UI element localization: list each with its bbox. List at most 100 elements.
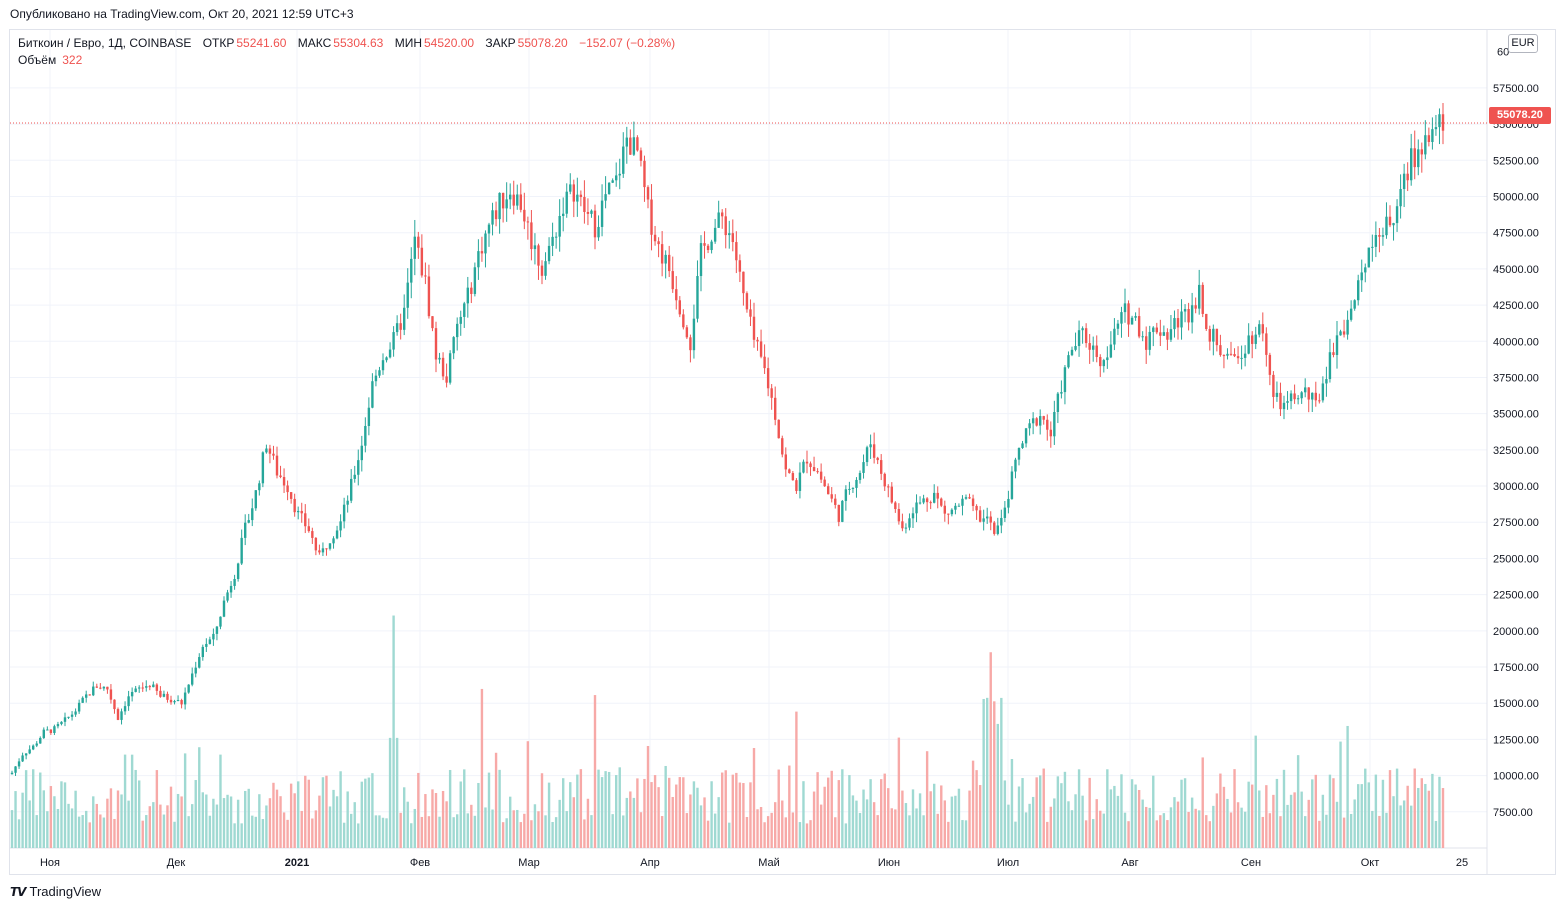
candle-body <box>205 643 208 647</box>
candle-body <box>954 505 957 510</box>
price-tick-label: 20000.00 <box>1493 626 1539 638</box>
volume-bar <box>1296 755 1300 848</box>
volume-bar <box>1342 817 1346 848</box>
volume-bar <box>1417 787 1420 848</box>
volume-bar <box>918 793 922 848</box>
candle-body <box>307 526 310 532</box>
candle-body <box>565 191 568 214</box>
volume-bar <box>28 800 31 848</box>
candle-body <box>1166 332 1169 340</box>
volume-bar <box>1392 796 1395 848</box>
volume-bar <box>346 791 349 848</box>
volume-bar <box>993 701 996 848</box>
candle-body <box>258 483 261 491</box>
volume-bar <box>1240 807 1243 848</box>
candle-body <box>848 488 851 490</box>
candle-body <box>795 480 798 491</box>
candle-body <box>971 498 975 506</box>
volume-bar <box>240 823 243 848</box>
candle-body <box>1226 353 1229 356</box>
candle-body <box>703 243 706 246</box>
candle-body <box>883 473 886 487</box>
candle-body <box>1183 309 1187 312</box>
volume-bar <box>887 788 890 848</box>
candle-body <box>81 697 84 703</box>
volume-bar <box>703 797 706 848</box>
price-tick-label: 7500.00 <box>1493 807 1533 819</box>
candle-body <box>784 454 787 470</box>
volume-bar <box>1222 786 1226 848</box>
volume-bar <box>431 789 434 848</box>
volume-bar <box>742 783 745 848</box>
volume-bar <box>297 781 300 848</box>
candle-body <box>279 475 282 478</box>
volume-bar <box>950 796 954 848</box>
volume-bar <box>321 777 325 848</box>
volume-bar <box>473 815 477 848</box>
volume-bar <box>212 798 215 848</box>
volume-bar <box>1413 768 1416 848</box>
volume-bar <box>897 737 901 848</box>
volume-bar <box>961 820 964 848</box>
candle-body <box>989 516 992 523</box>
candle-body <box>1102 360 1105 367</box>
volume-bar <box>607 771 611 848</box>
candle-body <box>604 194 607 201</box>
volume-bar <box>933 783 936 848</box>
volume-bar <box>222 798 226 848</box>
candle-body <box>378 370 381 376</box>
currency-button[interactable]: EUR <box>1508 34 1538 53</box>
volume-bar <box>113 818 116 848</box>
candle-body <box>35 743 38 746</box>
volume-bar <box>583 819 586 848</box>
volume-bar <box>862 789 865 848</box>
volume-bar <box>894 809 897 848</box>
candle-body <box>236 563 240 579</box>
volume-bar <box>1243 811 1247 848</box>
volume-bar <box>1102 813 1105 848</box>
volume-bar <box>180 796 183 848</box>
volume-bar <box>1321 794 1325 848</box>
volume-bar <box>699 805 703 848</box>
candle-body <box>1106 357 1109 361</box>
volume-bar <box>1431 773 1434 848</box>
volume-bar <box>335 796 339 848</box>
candle-body <box>1424 135 1427 155</box>
volume-bar <box>964 820 968 848</box>
volume-bar <box>1039 775 1042 848</box>
candle-body <box>1088 343 1091 350</box>
symbol-label[interactable]: Биткоин / Евро, 1Д, COINBASE <box>18 36 192 50</box>
price-tick-label: 27500.00 <box>1493 517 1539 529</box>
volume-bar <box>99 814 102 848</box>
candle-body <box>99 687 102 689</box>
candle-body <box>978 510 982 522</box>
candle-body <box>1293 393 1296 400</box>
candle-body <box>1007 498 1010 508</box>
candle-body <box>1360 272 1363 281</box>
candle-body <box>1279 392 1282 410</box>
volume-bar <box>434 793 438 848</box>
volume-bar <box>484 807 487 848</box>
volume-bar <box>989 652 992 848</box>
volume-bar <box>95 803 98 848</box>
volume-bar <box>728 822 731 848</box>
volume-bar <box>201 792 204 848</box>
volume-bar <box>81 815 84 848</box>
volume-bar <box>169 786 173 848</box>
candle-body <box>127 696 130 707</box>
volume-bar <box>452 817 455 848</box>
volume-bar <box>766 816 770 848</box>
candle-body <box>487 224 491 234</box>
candle-body <box>328 543 332 549</box>
candle-body <box>49 729 53 733</box>
volume-bar <box>459 781 462 848</box>
volume-bar <box>805 823 809 848</box>
volume-bar <box>890 808 893 848</box>
tradingview-logo-icon[interactable]: 𝙏𝙑 <box>10 884 27 899</box>
candle-body <box>749 309 752 317</box>
candle-body <box>311 531 314 538</box>
volume-bar <box>1198 810 1201 848</box>
candle-body <box>275 455 279 476</box>
volume-bar <box>395 737 399 848</box>
